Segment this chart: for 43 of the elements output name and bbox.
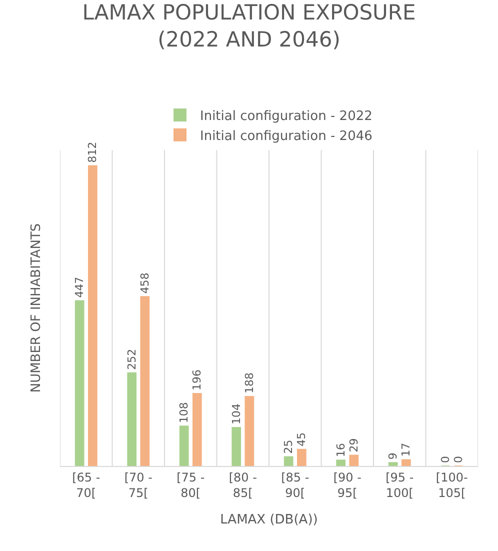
data-label: 45 [295, 432, 308, 446]
data-label: 16 [334, 443, 348, 458]
bar [192, 393, 202, 466]
x-tick-label: [80 - 85[ [228, 470, 257, 500]
data-label: 188 [242, 372, 256, 394]
bar [349, 454, 359, 466]
data-label: 196 [190, 370, 204, 391]
data-label: 29 [347, 438, 360, 452]
x-tick-label: [100- 105[ [436, 470, 468, 500]
data-label: 0 [438, 456, 452, 463]
bar [401, 459, 411, 466]
data-label: 0 [452, 456, 465, 463]
bar [232, 427, 242, 466]
bar [140, 296, 150, 466]
data-label: 447 [73, 276, 86, 298]
data-label: 9 [386, 452, 400, 460]
x-tick-label: [95 - 100[ [386, 470, 414, 500]
data-label: 252 [125, 348, 138, 370]
y-axis-title: NUMBER OF INHABITANTS [28, 223, 44, 393]
x-axis-title: LAMAX (DB(A)) [220, 512, 318, 528]
data-label: 458 [138, 272, 152, 294]
bar [179, 426, 189, 466]
x-tick-label: [75 - 80[ [176, 470, 205, 500]
bar [388, 462, 398, 466]
data-label: 108 [178, 402, 191, 424]
bar [284, 456, 294, 466]
data-label: 104 [230, 404, 243, 425]
bar [127, 372, 137, 466]
legend-label: Initial configuration - 2046 [200, 128, 372, 144]
bar [244, 396, 254, 466]
x-tick-label: [85 - 90[ [281, 470, 310, 500]
x-tick-label: [65 - 70[ [72, 470, 100, 500]
x-tick-label: [90 - 95[ [333, 470, 362, 500]
legend-label: Initial configuration - 2022 [200, 109, 372, 124]
bar [88, 165, 98, 466]
bar [74, 300, 84, 466]
data-label: 812 [86, 142, 100, 163]
chart-title: LAMAX POPULATION EXPOSURE (2022 AND 2046) [82, 0, 416, 52]
data-label: 25 [282, 440, 296, 454]
bar [336, 460, 346, 466]
bar [296, 448, 306, 466]
data-label: 17 [400, 442, 413, 457]
x-tick-label: [70 - 75[ [124, 470, 152, 500]
